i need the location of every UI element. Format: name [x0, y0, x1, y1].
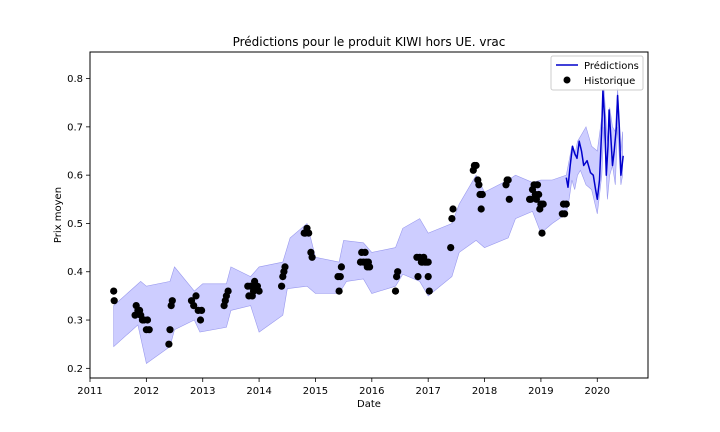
history-point: [166, 326, 174, 334]
y-axis: 0.2 0.3 0.4 0.5 0.6 0.7 0.8: [67, 74, 90, 375]
history-point: [337, 263, 345, 271]
history-point: [366, 263, 374, 271]
history-point: [424, 273, 432, 281]
history-point: [110, 297, 118, 305]
history-point: [361, 248, 369, 256]
x-tick-label: 2018: [472, 386, 497, 397]
history-point: [305, 229, 313, 237]
history-point: [190, 302, 198, 310]
prediction-line-layer: [565, 89, 624, 201]
y-tick-label: 0.4: [67, 267, 83, 278]
history-point: [448, 215, 456, 223]
history-point: [168, 297, 176, 305]
plot-area: [89, 51, 649, 379]
history-point: [505, 195, 513, 203]
legend-label-predictions: Prédictions: [584, 60, 639, 72]
confidence-interval-layer: [113, 88, 623, 365]
history-point: [535, 190, 543, 199]
y-tick-label: 0.2: [67, 364, 83, 375]
history-point: [562, 200, 570, 208]
x-tick-label: 2017: [415, 386, 440, 397]
y-tick-label: 0.7: [67, 122, 83, 133]
x-tick-label: 2016: [359, 386, 384, 397]
history-point: [538, 229, 546, 237]
x-tick-label: 2013: [190, 386, 215, 397]
history-point: [336, 273, 344, 281]
history-point: [424, 258, 432, 266]
y-axis-label: Prix moyen: [53, 187, 64, 243]
x-tick-label: 2019: [528, 386, 553, 397]
legend-label-history: Historique: [584, 76, 635, 87]
history-point: [192, 292, 200, 300]
y-tick-label: 0.8: [67, 74, 83, 85]
history-point: [425, 287, 433, 295]
history-point: [477, 205, 485, 213]
history-point: [145, 326, 153, 334]
history-point: [475, 181, 483, 189]
history-point: [533, 181, 542, 189]
history-points-layer: [110, 161, 570, 348]
history-point: [391, 287, 400, 295]
history-point: [472, 161, 480, 170]
x-axis-label: Date: [357, 399, 381, 410]
history-point: [198, 306, 206, 314]
history-point: [414, 273, 422, 281]
chart-title: Prédictions pour le produit KIWI hors UE…: [233, 35, 506, 49]
history-point: [504, 176, 512, 184]
x-tick-label: 2015: [303, 386, 328, 397]
y-tick-label: 0.6: [67, 171, 83, 182]
plot-frame: [89, 51, 649, 379]
history-point: [335, 287, 343, 295]
history-point: [394, 268, 402, 276]
history-point: [196, 316, 205, 324]
history-point: [527, 195, 535, 203]
history-point: [165, 340, 173, 348]
history-point: [278, 282, 286, 290]
history-point: [224, 287, 232, 295]
x-tick-label: 2011: [77, 386, 102, 397]
x-tick-label: 2020: [585, 386, 610, 397]
history-point: [308, 253, 316, 261]
history-point: [561, 210, 569, 218]
confidence-interval-band: [113, 88, 623, 365]
y-tick-label: 0.5: [67, 219, 83, 230]
history-point: [478, 190, 486, 199]
history-point: [447, 244, 455, 252]
legend: Prédictions Historique: [550, 55, 644, 91]
history-point: [110, 287, 118, 295]
history-point: [255, 287, 263, 295]
x-axis: 2011 2012 2013 2014 2015 2016 2017 2018 2019 2020: [77, 378, 610, 397]
history-point: [539, 200, 547, 208]
history-point: [143, 316, 152, 324]
x-tick-label: 2014: [246, 386, 271, 397]
prediction-line: [565, 89, 624, 201]
history-point: [449, 205, 457, 213]
history-point: [281, 263, 289, 271]
legend-marker-swatch: [563, 76, 571, 84]
x-tick-label: 2012: [134, 386, 159, 397]
y-tick-label: 0.3: [67, 316, 83, 327]
